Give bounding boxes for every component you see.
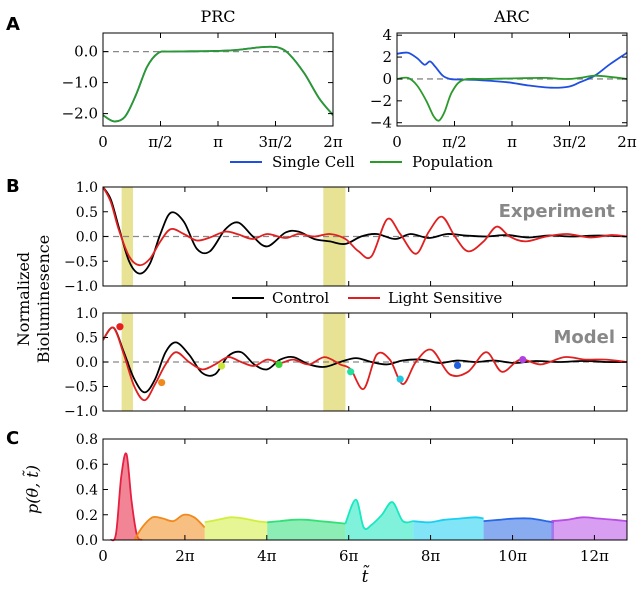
- model-series-line-control: [103, 326, 627, 394]
- experiment-series-line-light-sensitive: [103, 187, 627, 267]
- prc-xtick-label: π: [213, 133, 223, 151]
- prc-xtick-label: 3π/2: [259, 133, 293, 151]
- density-edge-3: [267, 518, 346, 525]
- density-ytick-label: 0.2: [76, 508, 98, 524]
- model-ytick-label: −1.0: [64, 404, 98, 420]
- model-ytick-label: 0.5: [76, 331, 98, 347]
- density-ytick-label: 0.4: [76, 483, 98, 499]
- model-phase-marker: [275, 360, 283, 369]
- density-area-0: [110, 453, 143, 541]
- arc-series-line-population: [397, 74, 627, 122]
- density-area-4: [345, 499, 414, 540]
- model-phase-marker: [218, 362, 226, 370]
- experiment-ytick-label: −0.5: [64, 254, 98, 270]
- arc-ytick-label: −4: [370, 114, 392, 132]
- prc-xtick-label: π/2: [148, 133, 172, 151]
- shared-ylabel-line2: Bioluminesence: [34, 235, 53, 363]
- density-xtick-label: 12π: [580, 547, 609, 565]
- arc-xtick-label: π: [507, 133, 517, 151]
- arc-ytick-label: 2: [382, 48, 392, 66]
- model-phase-marker: [347, 368, 355, 376]
- arc-xtick-label: 3π/2: [553, 133, 587, 151]
- model-ytick-label: 0.0: [76, 355, 98, 371]
- legend-a-label-0: Single Cell: [272, 153, 355, 171]
- density-edge-2: [204, 516, 268, 524]
- experiment-ytick-label: 0.0: [76, 230, 98, 246]
- prc-series-line-single-cell: [103, 45, 333, 123]
- density-xtick-label: 0: [98, 547, 108, 565]
- density-ylabel-group: p(θ, t̃): [22, 465, 42, 514]
- model-ytick-label: 1.0: [76, 306, 98, 322]
- arc-ytick-label: 4: [382, 26, 392, 44]
- density-edge-4: [344, 498, 414, 530]
- model-phase-marker: [116, 323, 124, 331]
- density-ylabel: p(θ, t̃): [22, 465, 42, 514]
- density-area-3: [267, 519, 346, 540]
- panel-letter-c: C: [6, 428, 19, 449]
- density-ytick-label: 0.0: [76, 533, 98, 549]
- shared-ylabel-line1: Normalized: [14, 252, 33, 346]
- prc-ytick-label: 0.0: [74, 43, 98, 61]
- arc-title: ARC: [493, 7, 530, 26]
- arc-ytick-label: −2: [370, 92, 392, 110]
- prc-frame: [102, 32, 334, 127]
- density-xtick-label: 4π: [257, 547, 277, 565]
- panel-letter-a: A: [6, 14, 20, 35]
- density-edge-5: [413, 516, 484, 524]
- density-ytick-label: 0.6: [76, 457, 98, 473]
- prc-xtick-label: 0: [98, 133, 108, 151]
- model-phase-marker: [158, 378, 166, 387]
- density-ytick-label: 0.8: [76, 432, 98, 448]
- prc-ytick-label: −1.0: [62, 74, 98, 92]
- density-xlabel: t̃: [362, 565, 370, 587]
- prc-xtick-label: 2π: [323, 133, 343, 151]
- experiment-ytick-label: −1.0: [64, 279, 98, 295]
- arc-series-line-single-cell: [397, 51, 627, 89]
- density-edge-7: [551, 516, 628, 522]
- arc-xtick-label: 2π: [617, 133, 637, 151]
- density-area-6: [483, 518, 554, 540]
- legend-b-label-1: Light Sensitive: [388, 289, 502, 307]
- density-edge-6: [483, 517, 555, 524]
- density-area-2: [204, 517, 268, 540]
- model-phase-marker: [396, 375, 404, 383]
- experiment-series-line-control: [103, 187, 627, 275]
- density-xtick-label: 6π: [339, 547, 359, 565]
- density-area-7: [551, 517, 627, 540]
- experiment-ytick-label: 1.0: [76, 180, 98, 196]
- model-series-line-light-sensitive: [103, 326, 627, 402]
- experiment-ytick-label: 0.5: [76, 205, 98, 221]
- panel-letter-b: B: [6, 176, 20, 197]
- arc-ytick-label: 0: [382, 70, 392, 88]
- density-xtick-label: 8π: [421, 547, 441, 565]
- density-xtick-label: 2π: [175, 547, 195, 565]
- prc-title: PRC: [200, 7, 235, 26]
- prc-ytick-label: −2.0: [62, 105, 98, 123]
- model-phase-marker: [453, 361, 462, 370]
- density-xtick-label: 10π: [498, 547, 527, 565]
- density-area-5: [413, 517, 484, 540]
- density-area-1: [134, 514, 205, 540]
- density-edge-1: [133, 513, 206, 541]
- model-annotation: Model: [553, 327, 615, 348]
- experiment-annotation: Experiment: [499, 201, 616, 222]
- arc-xtick-label: π/2: [442, 133, 466, 151]
- shared-ylabel-group: Normalized Bioluminesence: [14, 235, 53, 363]
- legend-b-label-0: Control: [272, 289, 329, 307]
- model-phase-marker: [519, 355, 527, 364]
- arc-xtick-label: 0: [392, 133, 402, 151]
- prc-series-line-population: [103, 45, 333, 123]
- legend-a-label-1: Population: [412, 153, 493, 171]
- model-ytick-label: −0.5: [64, 380, 98, 396]
